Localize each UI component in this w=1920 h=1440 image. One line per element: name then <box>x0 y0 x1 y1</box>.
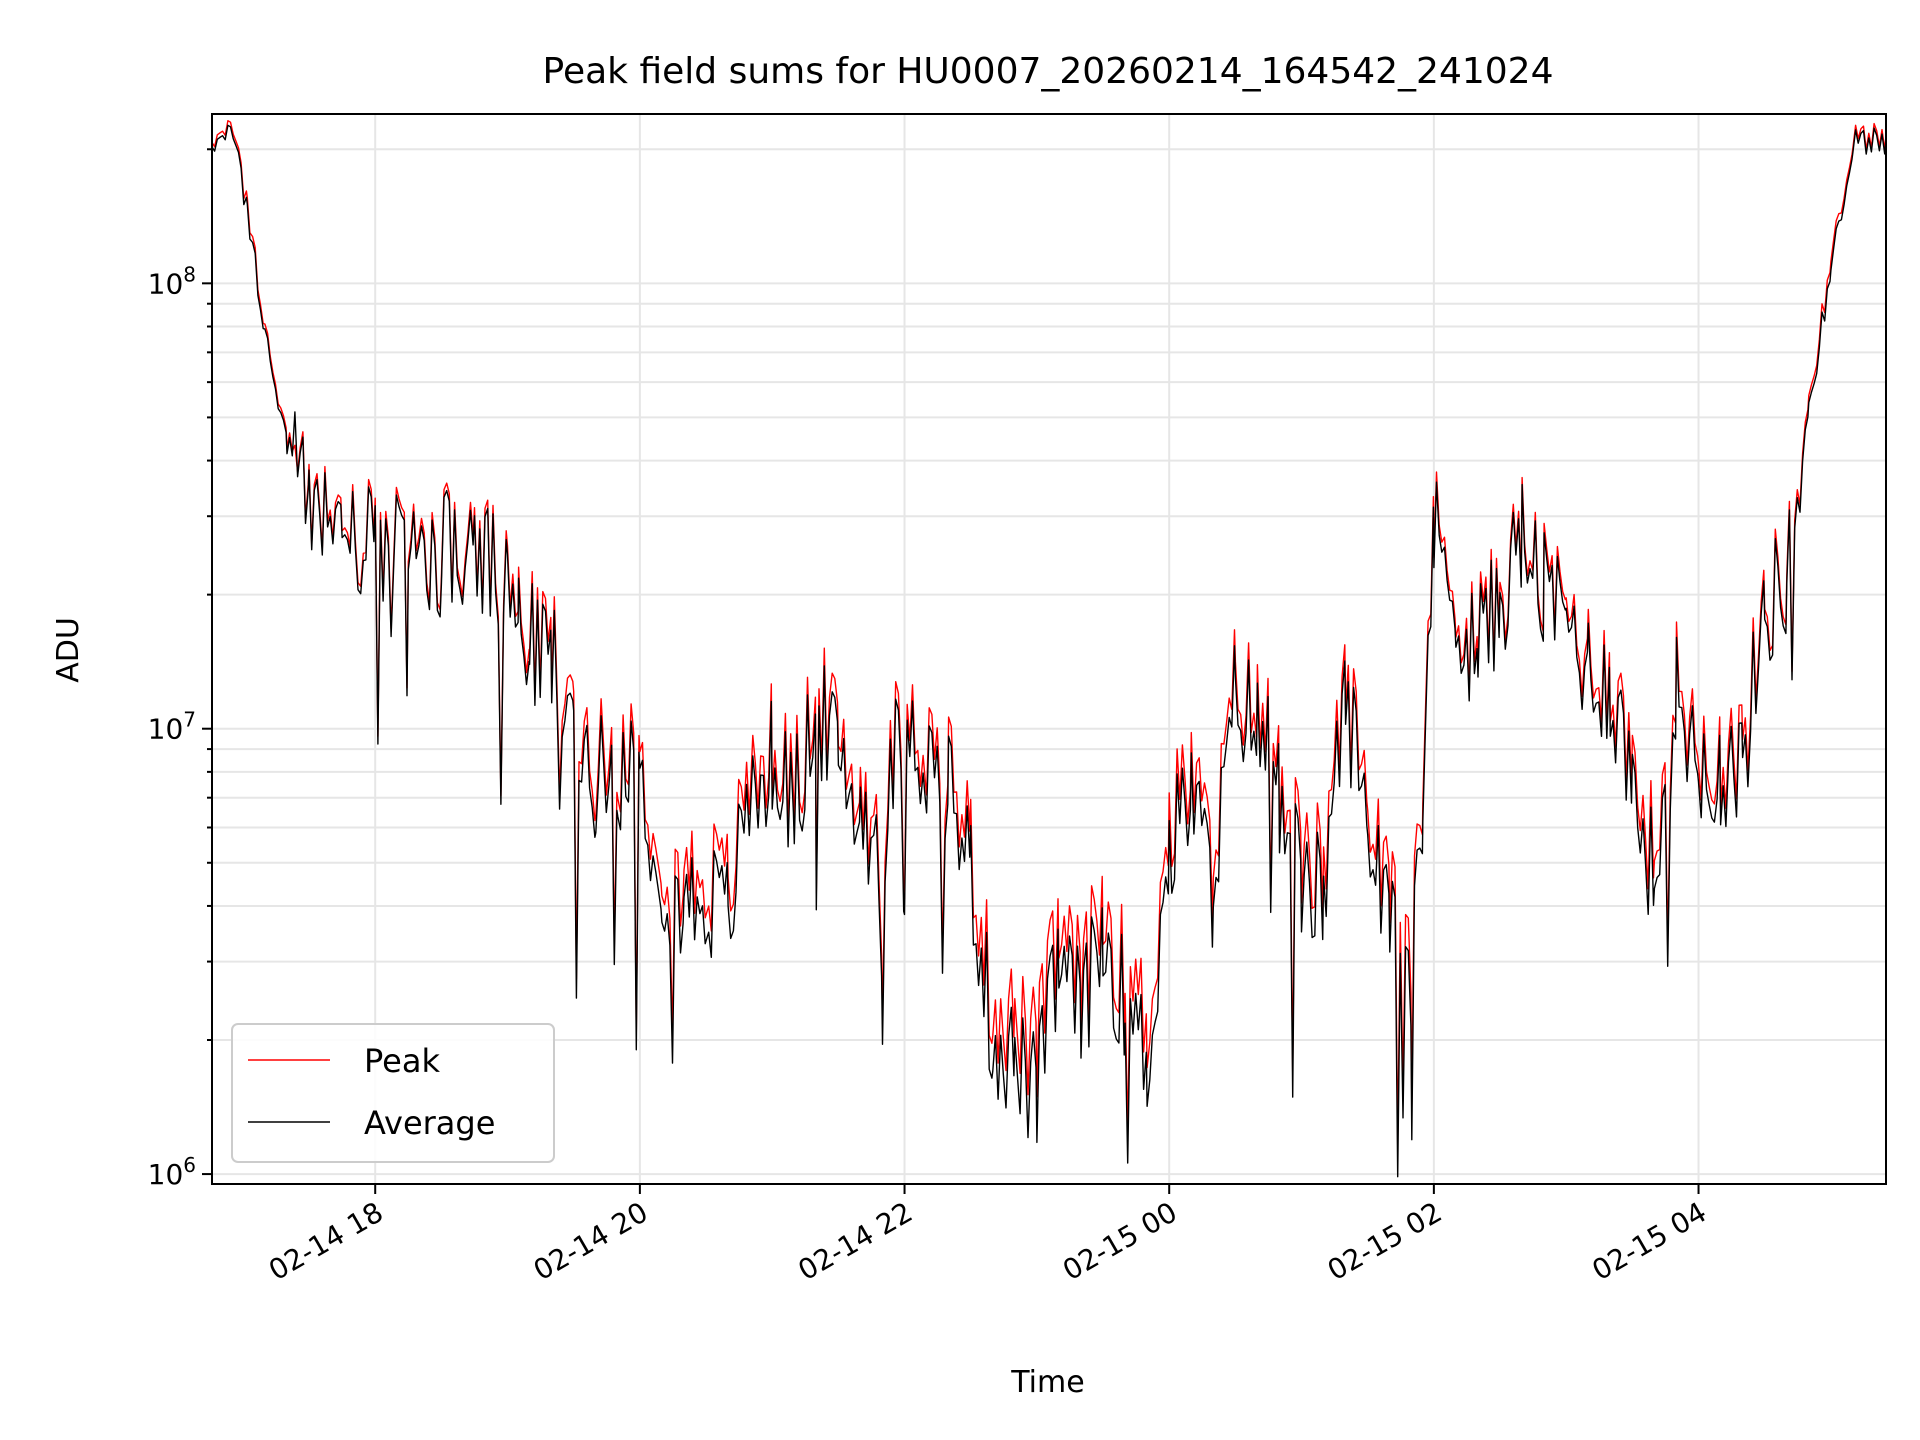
y-tick-label: 108 <box>148 262 196 300</box>
legend-box <box>231 1023 555 1163</box>
plot-area-frame <box>211 113 1887 1185</box>
x-axis-label: Time <box>1010 1365 1084 1400</box>
y-tick-label: 106 <box>148 1153 196 1191</box>
y-axis-label: ADU <box>51 617 86 683</box>
series-line-average <box>211 124 1887 1178</box>
legend-label-average: Average <box>364 1104 495 1142</box>
y-axis: 106 107 108 <box>148 148 212 1191</box>
legend-label-peak: Peak <box>364 1042 440 1080</box>
chart-title: Peak field sums for HU0007_20260214_1645… <box>543 51 1554 92</box>
y-tick-label: 107 <box>148 708 196 746</box>
series-layer <box>211 120 1887 1178</box>
legend: Peak Average <box>231 1023 555 1163</box>
